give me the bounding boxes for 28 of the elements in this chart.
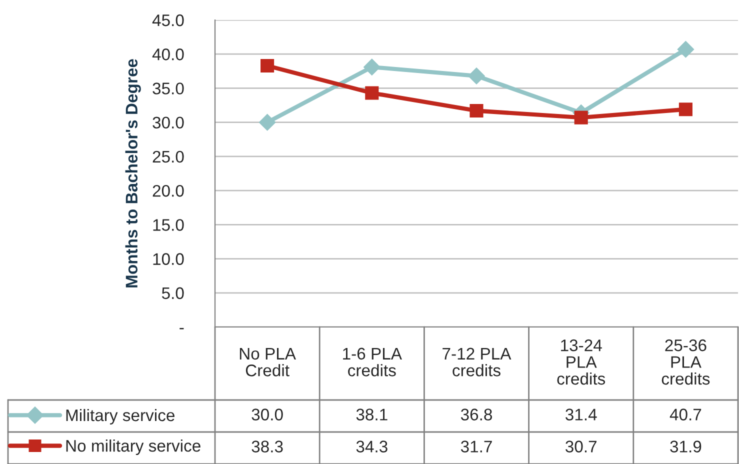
legend-label: No military service bbox=[66, 440, 200, 456]
data-label: 30.0 bbox=[252, 408, 283, 420]
y-tick-label: 20.0 bbox=[152, 184, 184, 197]
y-tick-label: 5.0 bbox=[162, 287, 184, 300]
data-label: 31.4 bbox=[566, 408, 597, 420]
data-label: 31.7 bbox=[460, 440, 492, 452]
y-tick-label: 15.0 bbox=[153, 219, 184, 231]
x-tick-label: 25-36 PLA credits bbox=[662, 339, 710, 385]
y-tick-label: 25.0 bbox=[152, 150, 184, 163]
y-tick-label: 30.0 bbox=[152, 116, 184, 129]
data-label: 38.1 bbox=[356, 408, 388, 420]
x-tick-label: 13-24 PLA credits bbox=[557, 339, 606, 385]
y-axis-title: Months to Bachelor's Degree bbox=[125, 59, 141, 288]
y-tick-label: 35.0 bbox=[152, 82, 184, 94]
legend-label: Military service bbox=[66, 408, 174, 424]
y-tick-label: 40.0 bbox=[152, 48, 184, 60]
data-label: 34.3 bbox=[356, 440, 388, 452]
data-label: 31.9 bbox=[670, 440, 702, 452]
data-label: 30.7 bbox=[566, 440, 596, 452]
data-label: 36.8 bbox=[460, 408, 492, 420]
y-tick-label: 45.0 bbox=[152, 14, 184, 26]
data-label: 40.7 bbox=[670, 408, 702, 420]
x-tick-label: 7-12 PLA credits bbox=[442, 348, 512, 376]
x-tick-label: 1-6 PLA credits bbox=[343, 348, 402, 376]
y-tick-label: 10.0 bbox=[153, 253, 184, 265]
data-label: 38.3 bbox=[252, 440, 283, 452]
x-tick-label: No PLA Credit bbox=[240, 348, 296, 376]
y-tick-label: - bbox=[180, 328, 184, 330]
